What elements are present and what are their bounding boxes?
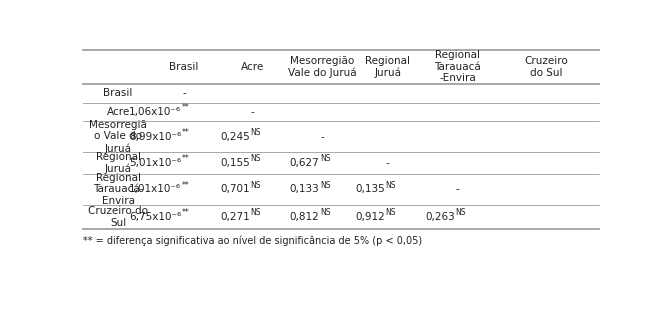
Text: 5,01x10⁻⁶: 5,01x10⁻⁶ [129, 158, 181, 168]
Text: **: ** [182, 181, 190, 190]
Text: 0,812: 0,812 [290, 212, 320, 222]
Text: Regional
Tarauacá-
Envira: Regional Tarauacá- Envira [93, 173, 143, 206]
Text: Regional
Juruá: Regional Juruá [365, 56, 410, 78]
Text: 0,133: 0,133 [290, 185, 320, 194]
Text: NS: NS [386, 208, 396, 217]
Text: NS: NS [456, 208, 466, 217]
Text: -: - [386, 158, 390, 168]
Text: 0,245: 0,245 [220, 132, 250, 142]
Text: NS: NS [250, 208, 260, 217]
Text: NS: NS [250, 181, 260, 190]
Text: Mesorregião
Vale do Juruá: Mesorregião Vale do Juruá [288, 56, 356, 78]
Text: Regional
Tarauacá
-Envira: Regional Tarauacá -Envira [434, 50, 481, 84]
Text: 0,263: 0,263 [425, 212, 455, 222]
Text: NS: NS [320, 154, 330, 163]
Text: NS: NS [386, 181, 396, 190]
Text: -: - [182, 88, 186, 98]
Text: **: ** [182, 154, 190, 163]
Text: Acre: Acre [107, 107, 130, 117]
Text: **: ** [182, 128, 190, 137]
Text: Cruzeiro
do Sul: Cruzeiro do Sul [525, 56, 568, 78]
Text: Brasil: Brasil [169, 62, 198, 72]
Text: -: - [250, 107, 254, 117]
Text: ** = diferença significativa ao nível de significância de 5% (p < 0,05): ** = diferença significativa ao nível de… [83, 236, 422, 246]
Text: Regional
Juruá: Regional Juruá [96, 152, 141, 174]
Text: -: - [456, 185, 460, 194]
Text: **: ** [182, 103, 190, 112]
Text: 1,06x10⁻⁶: 1,06x10⁻⁶ [129, 107, 181, 117]
Text: NS: NS [250, 128, 260, 137]
Text: 8,99x10⁻⁶: 8,99x10⁻⁶ [129, 132, 181, 142]
Text: NS: NS [320, 208, 330, 217]
Text: 0,155: 0,155 [220, 158, 250, 168]
Text: 1,01x10⁻⁶: 1,01x10⁻⁶ [129, 185, 181, 194]
Text: Cruzeiro do
Sul: Cruzeiro do Sul [88, 206, 148, 228]
Text: Brasil: Brasil [103, 88, 133, 98]
Text: 0,701: 0,701 [220, 185, 250, 194]
Text: -: - [320, 132, 324, 142]
Text: 0,912: 0,912 [356, 212, 385, 222]
Text: 0,271: 0,271 [220, 212, 250, 222]
Text: NS: NS [320, 181, 330, 190]
Text: Acre: Acre [240, 62, 264, 72]
Text: **: ** [182, 208, 190, 217]
Text: 0,135: 0,135 [356, 185, 385, 194]
Text: NS: NS [250, 154, 260, 163]
Text: 6,75x10⁻⁶: 6,75x10⁻⁶ [129, 212, 181, 222]
Text: 0,627: 0,627 [290, 158, 320, 168]
Text: Mesorregiã
o Vale do
Juruá: Mesorregiã o Vale do Juruá [89, 120, 147, 154]
